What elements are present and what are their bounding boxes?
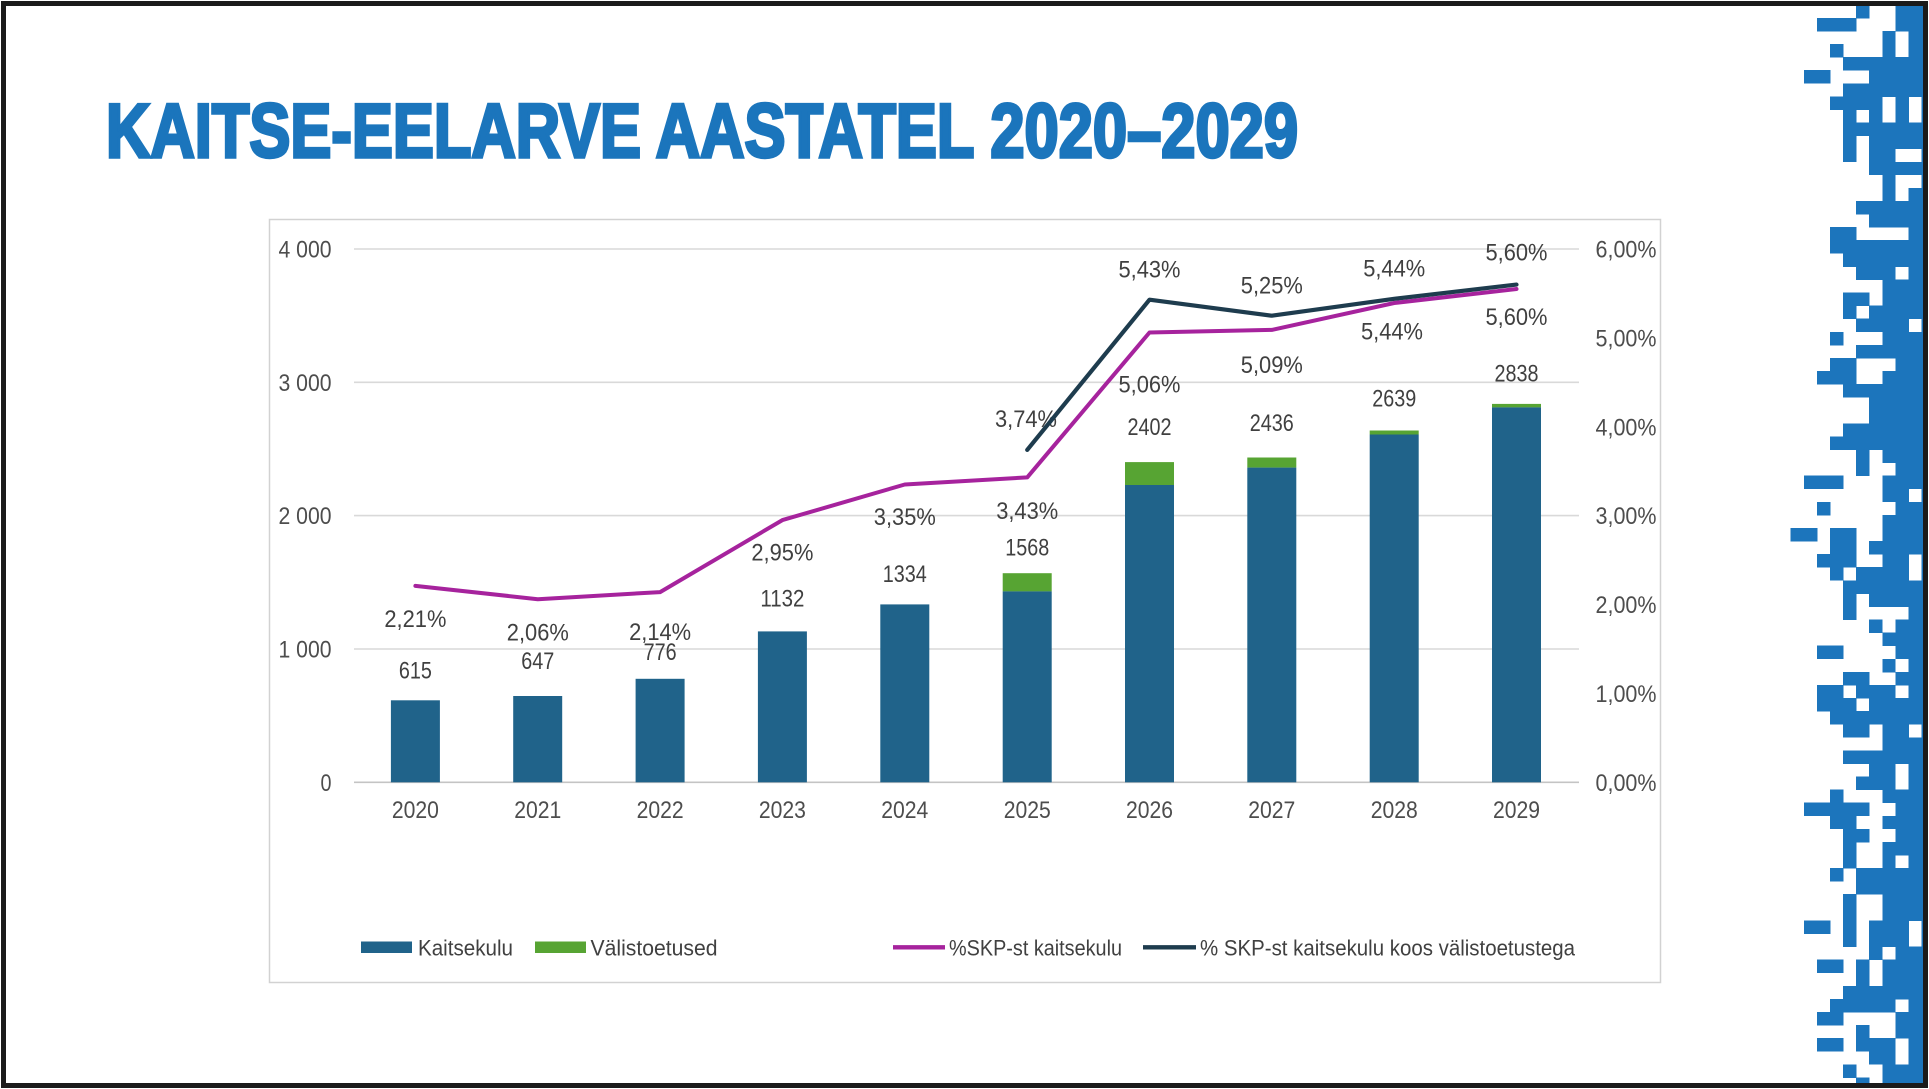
svg-text:2,06%: 2,06% [507,620,569,647]
svg-text:Välistoetused: Välistoetused [591,936,718,961]
svg-text:5,25%: 5,25% [1241,272,1303,299]
svg-text:Kaitsekulu: Kaitsekulu [418,936,513,961]
svg-text:0,00%: 0,00% [1596,770,1657,797]
svg-text:3,35%: 3,35% [874,504,936,531]
svg-text:776: 776 [644,639,677,666]
svg-text:2023: 2023 [759,797,806,824]
svg-text:3,00%: 3,00% [1596,503,1657,530]
svg-text:KAITSE-EELARVE AASTATEL 2020–2: KAITSE-EELARVE AASTATEL 2020–2029 [106,89,1298,174]
svg-text:2436: 2436 [1250,410,1294,437]
svg-text:2025: 2025 [1004,797,1051,824]
svg-text:2,14%: 2,14% [629,619,691,646]
svg-text:5,44%: 5,44% [1361,319,1423,346]
svg-text:2838: 2838 [1495,361,1539,388]
svg-text:4,00%: 4,00% [1596,414,1657,441]
svg-text:3,74%: 3,74% [995,406,1057,433]
svg-text:2020: 2020 [392,797,439,824]
svg-text:5,09%: 5,09% [1241,352,1303,379]
svg-text:1334: 1334 [883,561,927,588]
svg-text:2021: 2021 [514,797,561,824]
svg-text:1,00%: 1,00% [1596,681,1657,708]
svg-text:2402: 2402 [1128,414,1172,441]
svg-text:647: 647 [521,648,554,675]
svg-text:5,60%: 5,60% [1486,304,1548,331]
svg-text:3 000: 3 000 [279,370,332,397]
svg-text:2024: 2024 [881,797,928,824]
svg-text:%SKP-st kaitsekulu: %SKP-st kaitsekulu [949,936,1122,961]
svg-text:1568: 1568 [1005,535,1049,562]
svg-text:2639: 2639 [1372,386,1416,413]
svg-text:5,44%: 5,44% [1363,256,1425,283]
svg-text:4 000: 4 000 [279,237,332,264]
svg-text:2029: 2029 [1493,797,1540,824]
svg-text:2026: 2026 [1126,797,1173,824]
svg-text:5,00%: 5,00% [1596,325,1657,352]
svg-text:2027: 2027 [1248,797,1295,824]
svg-text:6,00%: 6,00% [1596,237,1657,264]
svg-text:5,60%: 5,60% [1486,240,1548,267]
svg-text:1 000: 1 000 [279,637,332,664]
svg-text:3,43%: 3,43% [996,498,1058,525]
svg-text:0: 0 [321,770,332,797]
svg-text:2,95%: 2,95% [751,540,813,567]
svg-text:2,00%: 2,00% [1596,592,1657,619]
svg-text:2,21%: 2,21% [384,606,446,633]
svg-text:2 000: 2 000 [279,503,332,530]
svg-text:% SKP-st kaitsekulu koos välis: % SKP-st kaitsekulu koos välistoetustega [1200,936,1576,961]
svg-text:2028: 2028 [1371,797,1418,824]
svg-text:5,06%: 5,06% [1119,372,1181,399]
svg-text:5,43%: 5,43% [1119,257,1181,284]
svg-text:1132: 1132 [760,586,804,613]
svg-text:2022: 2022 [637,797,684,824]
svg-text:615: 615 [399,658,432,685]
